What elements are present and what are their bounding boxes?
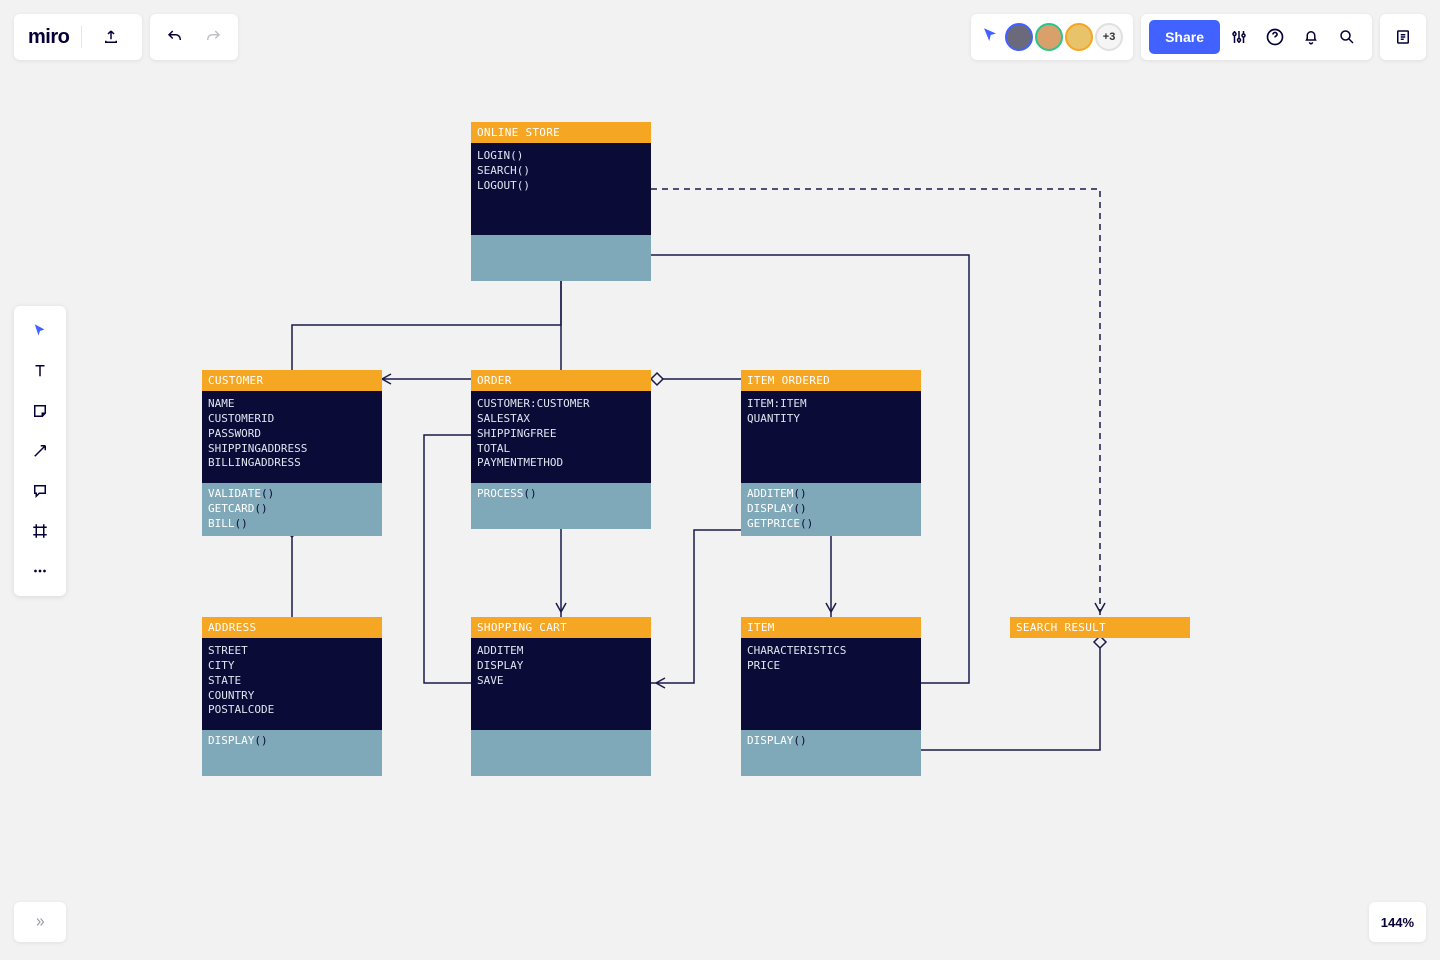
- uml-title: SEARCH RESULT: [1010, 617, 1190, 638]
- uml-attributes: CHARACTERISTICSPRICE: [741, 638, 921, 730]
- uml-attributes: LOGIN()SEARCH()LOGOUT(): [471, 143, 651, 235]
- uml-methods: [471, 730, 651, 776]
- uml-title: ADDRESS: [202, 617, 382, 638]
- uml-methods: ADDITEM()DISPLAY()GETPRICE(): [741, 483, 921, 536]
- uml-methods: VALIDATE()GETCARD()BILL(): [202, 483, 382, 536]
- uml-class-address[interactable]: ADDRESSSTREETCITYSTATECOUNTRYPOSTALCODED…: [202, 617, 382, 776]
- uml-attributes: ITEM:ITEMQUANTITY: [741, 391, 921, 483]
- uml-methods: [471, 235, 651, 281]
- uml-title: ORDER: [471, 370, 651, 391]
- uml-class-item[interactable]: ITEMCHARACTERISTICSPRICEDISPLAY(): [741, 617, 921, 776]
- uml-class-customer[interactable]: CUSTOMERNAMECUSTOMERIDPASSWORDSHIPPINGAD…: [202, 370, 382, 536]
- uml-methods: DISPLAY(): [741, 730, 921, 776]
- uml-class-search_result[interactable]: SEARCH RESULT: [1010, 617, 1190, 638]
- uml-class-online_store[interactable]: ONLINE STORELOGIN()SEARCH()LOGOUT(): [471, 122, 651, 281]
- uml-attributes: STREETCITYSTATECOUNTRYPOSTALCODE: [202, 638, 382, 730]
- uml-class-shopping_cart[interactable]: SHOPPING CARTADDITEMDISPLAYSAVE: [471, 617, 651, 776]
- uml-class-item_ordered[interactable]: ITEM ORDEREDITEM:ITEMQUANTITYADDITEM()DI…: [741, 370, 921, 536]
- uml-methods: PROCESS(): [471, 483, 651, 529]
- uml-attributes: ADDITEMDISPLAYSAVE: [471, 638, 651, 730]
- uml-title: ITEM ORDERED: [741, 370, 921, 391]
- canvas[interactable]: ONLINE STORELOGIN()SEARCH()LOGOUT() CUSTO…: [0, 0, 1440, 960]
- uml-title: CUSTOMER: [202, 370, 382, 391]
- uml-methods: DISPLAY(): [202, 730, 382, 776]
- uml-title: ONLINE STORE: [471, 122, 651, 143]
- uml-title: SHOPPING CART: [471, 617, 651, 638]
- uml-title: ITEM: [741, 617, 921, 638]
- uml-attributes: NAMECUSTOMERIDPASSWORDSHIPPINGADDRESSBIL…: [202, 391, 382, 483]
- uml-class-order[interactable]: ORDERCUSTOMER:CUSTOMERSALESTAXSHIPPINGFR…: [471, 370, 651, 529]
- uml-attributes: CUSTOMER:CUSTOMERSALESTAXSHIPPINGFREETOT…: [471, 391, 651, 483]
